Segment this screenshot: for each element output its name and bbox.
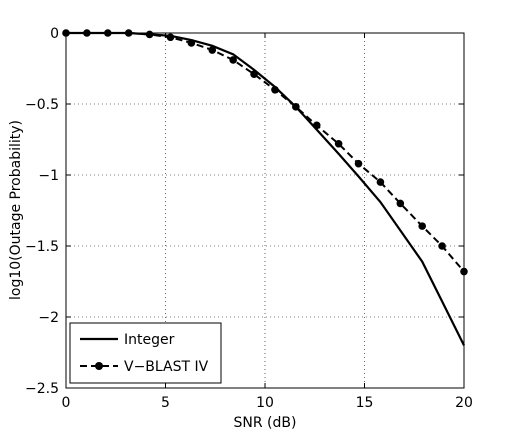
series-1-point: [418, 222, 427, 230]
series-1-point: [145, 30, 154, 39]
legend: Integer V−BLAST IV: [69, 322, 222, 384]
series-1-point: [376, 178, 385, 186]
series-1-point: [166, 33, 175, 42]
y-axis-label: log10(Outage Probability): [8, 120, 24, 300]
series-1-point: [396, 199, 405, 208]
legend-marker-vblast: [95, 362, 103, 370]
y-tick-label: −1: [38, 168, 59, 184]
legend-label-vblast: V−BLAST IV: [124, 359, 209, 375]
series-1-point: [208, 46, 217, 54]
series-1-point: [250, 70, 258, 78]
series-1-point: [312, 121, 321, 130]
series-1-point: [438, 242, 446, 250]
x-tick-label: 10: [256, 395, 274, 411]
x-tick-label: 20: [455, 395, 473, 411]
y-tick-label: 0: [50, 26, 59, 42]
y-tick-label: −0.5: [25, 97, 59, 113]
x-axis-label: SNR (dB): [234, 415, 297, 431]
series-1-point: [229, 56, 237, 64]
x-tick-label: 5: [161, 395, 170, 411]
legend-label-integer: Integer: [124, 332, 175, 348]
series-1-point: [271, 86, 279, 94]
x-tick-label: 15: [356, 395, 374, 411]
y-tick-label: −2: [38, 310, 59, 326]
series-1-point: [187, 39, 196, 47]
series-1-point: [354, 159, 363, 168]
y-tick-label: −1.5: [25, 239, 59, 255]
legend-box: [69, 322, 222, 384]
y-tick-label: −2.5: [25, 381, 59, 397]
series-1-point: [292, 103, 300, 111]
series-1-point: [334, 139, 343, 148]
x-tick-label: 0: [62, 395, 71, 411]
ticks: 0 5 10 15 20 0 −0.5 −1 −1.5 −2 −2.5: [25, 26, 473, 411]
